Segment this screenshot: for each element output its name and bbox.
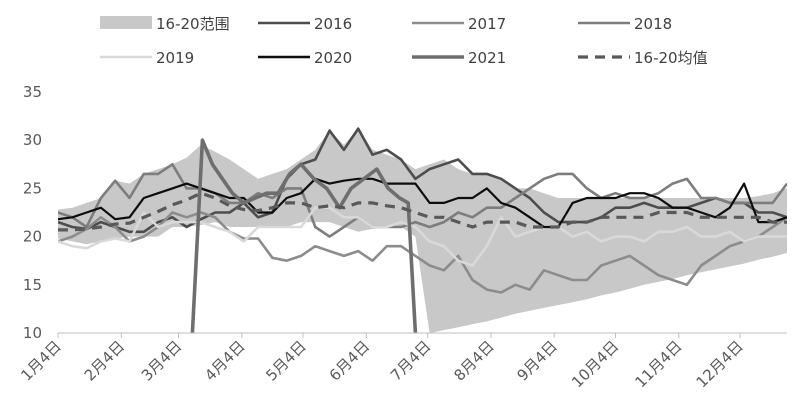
y-tick-label: 10 [23, 324, 42, 342]
legend-label: 2019 [156, 49, 194, 67]
legend-label: 2018 [634, 15, 672, 33]
y-tick-label: 30 [23, 131, 42, 149]
legend-item-2019: 2019 [100, 49, 194, 67]
series-line-2017 [58, 211, 787, 294]
legend-label: 2020 [314, 49, 352, 67]
series-line-16-20 [58, 191, 787, 232]
legend-item-2020: 2020 [258, 49, 352, 67]
legend-label: 16-20范围 [156, 15, 230, 33]
legend-label: 16-20均值 [634, 49, 708, 67]
y-tick-label: 20 [23, 228, 42, 246]
legend-label: 2016 [314, 15, 352, 33]
series-line-2021 [190, 138, 418, 333]
legend-label: 2017 [468, 15, 506, 33]
legend-item-2021: 2021 [412, 49, 506, 67]
series-line-2019 [58, 206, 787, 267]
y-tick-label: 25 [23, 179, 42, 197]
y-tick-label: 15 [23, 276, 42, 294]
legend-swatch [100, 16, 152, 29]
range-band-layer [58, 128, 787, 333]
series-layer [58, 127, 787, 333]
legend-label: 2021 [468, 49, 506, 67]
legend-item-2016: 2016 [258, 15, 352, 33]
legend-item-2017: 2017 [412, 15, 506, 33]
legend-item-16-20: 16-20范围 [100, 15, 230, 33]
range-band-area [58, 128, 787, 333]
series-line-2020 [58, 177, 787, 229]
legend-item-16-20: 16-20均值 [578, 49, 708, 67]
series-line-2018 [58, 163, 787, 238]
y-tick-label: 35 [23, 83, 42, 101]
legend-item-2018: 2018 [578, 15, 672, 33]
legend: 16-20范围 2016 2017 2018 2019 2020 2021 16-20均值 [100, 15, 708, 67]
